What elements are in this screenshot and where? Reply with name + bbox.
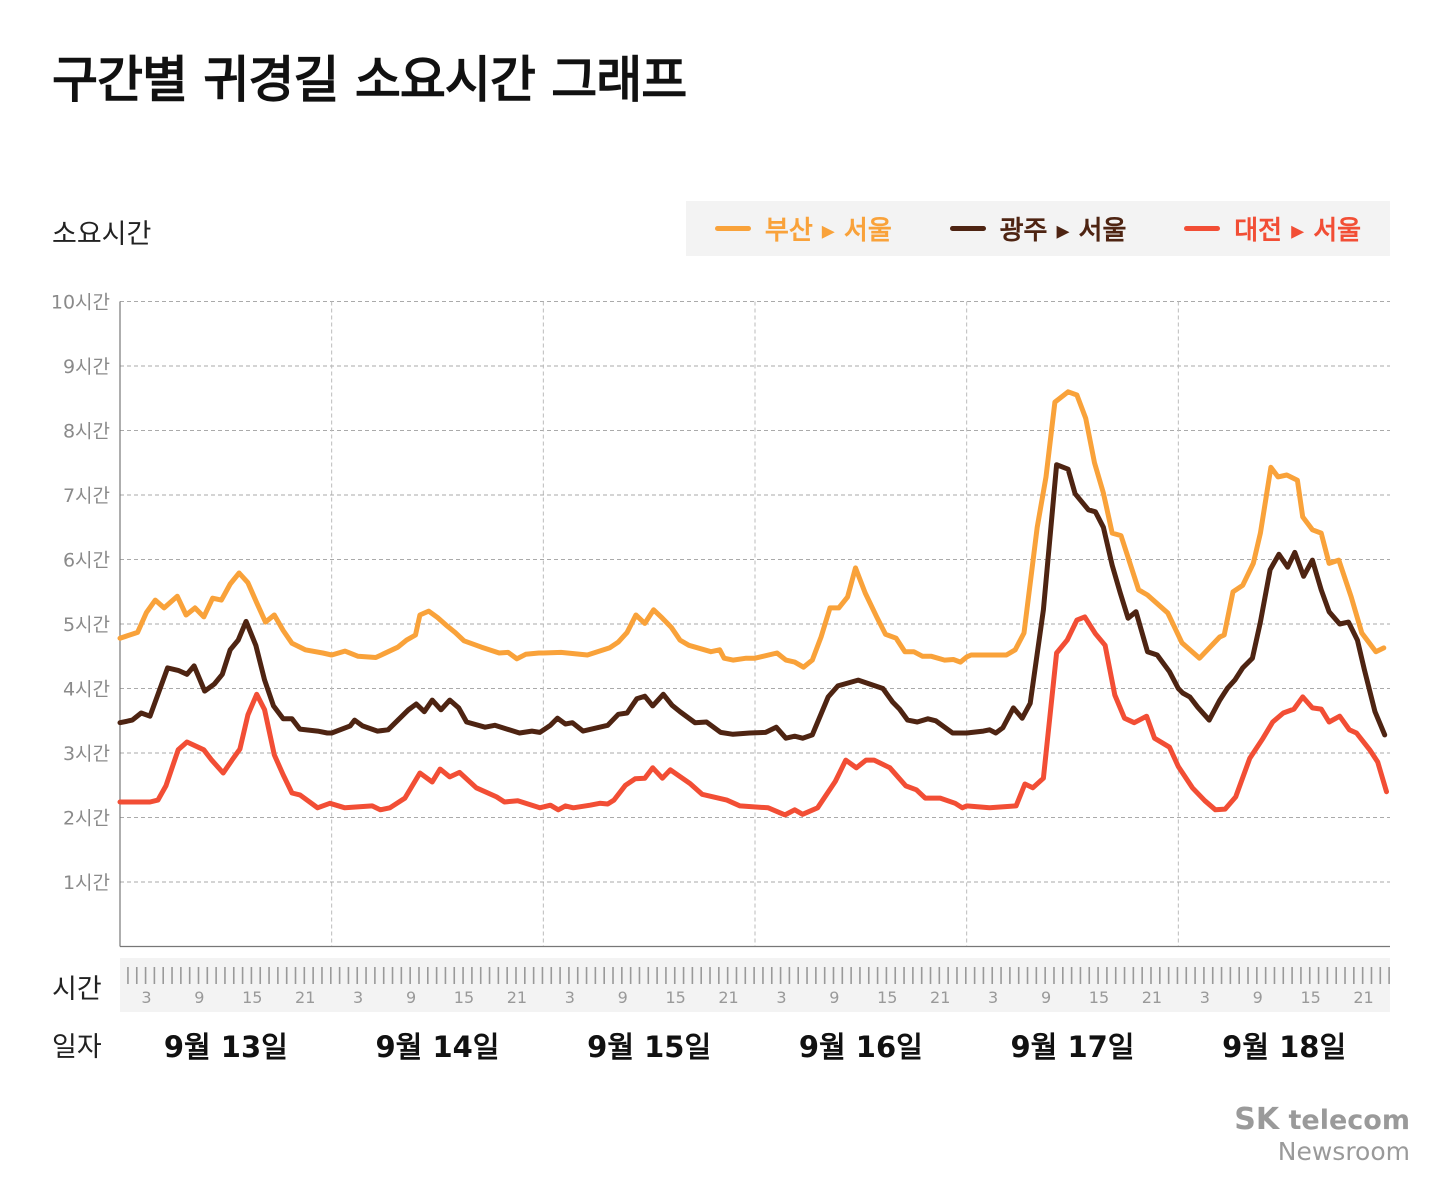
day-label: 9월 17일 [1010, 1030, 1135, 1064]
logo-brand-rest: telecom [1288, 1105, 1410, 1136]
legend-swatch [1184, 226, 1221, 231]
y-tick-label: 9시간 [63, 356, 110, 378]
hour-tick-label: 3 [1200, 988, 1210, 1007]
hour-tick-label: 3 [988, 988, 998, 1007]
legend-label: 부산 ▸ 서울 [764, 216, 892, 246]
hour-tick-label: 21 [507, 988, 527, 1007]
legend-item-busan: 부산 ▸ 서울 [714, 210, 892, 247]
hour-tick-label: 9 [618, 988, 628, 1007]
legend-swatch [714, 226, 751, 231]
day-label: 9월 15일 [587, 1030, 712, 1064]
hour-tick-label: 15 [242, 988, 262, 1007]
page-title: 구간별 귀경길 소요시간 그래프 [52, 51, 687, 109]
hour-tick-label: 9 [1041, 988, 1051, 1007]
y-tick-label: 5시간 [63, 614, 110, 636]
date-row-label: 일자 [52, 1032, 102, 1063]
hour-tick-label: 3 [141, 988, 151, 1007]
series-line-2 [117, 462, 1388, 741]
y-tick-label: 10시간 [51, 292, 110, 314]
hour-tick-label: 15 [1089, 988, 1109, 1007]
y-tick-label: 1시간 [63, 872, 110, 894]
hour-tick-label: 21 [1353, 988, 1373, 1007]
day-label: 9월 13일 [163, 1030, 288, 1064]
series-line-3 [117, 614, 1389, 818]
hour-tick-label: 3 [565, 988, 575, 1007]
hour-tick-label: 21 [718, 988, 738, 1007]
hour-tick-label: 3 [353, 988, 363, 1007]
legend: 부산 ▸ 서울 광주 ▸ 서울 대전 ▸ 서울 [686, 201, 1390, 256]
hour-axis-band [120, 958, 1390, 1012]
y-tick-label: 7시간 [63, 485, 110, 507]
series-line-1 [117, 389, 1387, 670]
hour-tick-label: 15 [454, 988, 474, 1007]
logo-sub: Newsroom [1277, 1137, 1410, 1166]
hour-tick-label: 9 [1253, 988, 1263, 1007]
hour-tick-label: 21 [930, 988, 950, 1007]
y-tick-label: 4시간 [63, 679, 110, 701]
day-label: 9월 18일 [1222, 1030, 1347, 1064]
hour-row-label: 시간 [52, 974, 102, 1005]
day-label: 9월 14일 [375, 1030, 500, 1064]
legend-item-daejeon: 대전 ▸ 서울 [1184, 210, 1361, 247]
hour-tick-label: 15 [1300, 988, 1320, 1007]
hour-tick-label: 21 [1142, 988, 1162, 1007]
legend-item-gwangju: 광주 ▸ 서울 [949, 210, 1127, 247]
hour-tick-label: 15 [877, 988, 897, 1007]
hour-tick-label: 9 [194, 988, 204, 1007]
hour-tick-label: 9 [406, 988, 416, 1007]
hour-tick-label: 15 [665, 988, 685, 1007]
legend-label: 광주 ▸ 서울 [999, 216, 1127, 246]
sk-telecom-newsroom-logo: SK telecom Newsroom [1234, 1102, 1410, 1166]
legend-swatch [949, 226, 986, 231]
y-tick-label: 3시간 [63, 743, 110, 765]
day-label: 9월 16일 [798, 1030, 923, 1064]
hour-tick-label: 9 [829, 988, 839, 1007]
logo-brand: SK [1234, 1102, 1280, 1137]
y-tick-label: 8시간 [63, 421, 110, 443]
y-tick-label: 2시간 [63, 808, 110, 830]
hour-tick-label: 21 [295, 988, 315, 1007]
y-tick-label: 6시간 [63, 550, 110, 572]
hour-tick-label: 3 [776, 988, 786, 1007]
legend-label: 대전 ▸ 서울 [1234, 216, 1362, 246]
y-axis-label: 소요시간 [52, 219, 152, 250]
